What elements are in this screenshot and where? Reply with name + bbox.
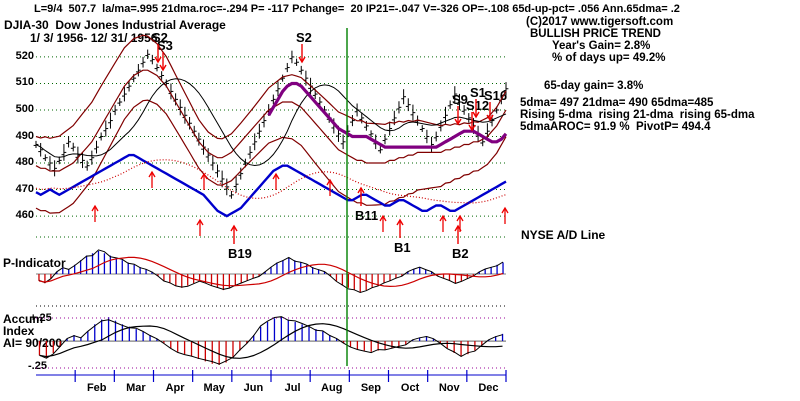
signal-label-s1: S1 — [470, 85, 486, 100]
price-tick-460: 460 — [15, 209, 34, 222]
price-tick-470: 470 — [15, 182, 34, 195]
signal-label-s2: S2 — [152, 30, 168, 45]
month-label-oct: Oct — [400, 382, 420, 394]
month-label-dec: Dec — [478, 382, 499, 394]
info-panel: (C)2017 www.tigersoft.com BULLISH PRICE … — [512, 16, 800, 64]
symbol-title: DJIA-30 Dow Jones Industrial Average — [4, 18, 226, 32]
month-label-nov: Nov — [438, 382, 460, 394]
ad-line-label: NYSE A/D Line — [521, 228, 606, 242]
header-stats-line: L=9/4 507.7 la/ma=.995 21dma.roc=-.294 P… — [34, 3, 680, 15]
copyright-text: (C)2017 www.tigersoft.com — [526, 16, 674, 28]
month-label-feb: Feb — [86, 382, 107, 394]
aroc-pivot: 5dmaAROC= 91.9 % PivotP= 494.4 — [520, 121, 711, 133]
price-tick-480: 480 — [15, 156, 34, 169]
dma-values: 5dma= 497 21dma= 490 65dma=485 — [520, 97, 714, 109]
month-label-may: May — [203, 382, 225, 394]
index-label: Index — [3, 324, 35, 338]
month-label-jun: Jun — [243, 382, 264, 394]
accum-label: Accum — [3, 312, 44, 326]
price-tick-520: 520 — [15, 49, 34, 62]
month-label-mar: Mar — [126, 382, 146, 394]
trend-status: BULLISH PRICE TREND — [530, 28, 661, 40]
month-label-aug: Aug — [321, 382, 343, 394]
pct-days-up: % of days up= 49.2% — [552, 52, 666, 64]
signal-label-b1: B1 — [394, 240, 411, 255]
signal-label-s12: S12 — [466, 98, 490, 113]
accum-bottom-tick: -.25 — [28, 360, 47, 372]
signal-label-b19: B19 — [228, 246, 252, 261]
p-indicator-label: P-Indicator — [3, 256, 66, 270]
signal-label-s2: S2 — [296, 30, 312, 45]
signal-label-b2: B2 — [452, 246, 469, 261]
gain-65day: 65-day gain= 3.8% — [544, 80, 644, 92]
rising-dma-status: Rising 5-dma rising 21-dma rising 65-dma — [520, 109, 755, 121]
price-tick-490: 490 — [15, 129, 34, 142]
date-range: 1/ 3/ 1956- 12/ 31/ 1956 — [30, 31, 158, 45]
month-label-jul: Jul — [284, 382, 301, 394]
signal-label-b11: B11 — [355, 208, 379, 223]
month-label-apr: Apr — [165, 382, 185, 394]
years-gain: Year's Gain= 2.8% — [552, 40, 651, 52]
info-panel-secondary: 65-day gain= 3.8% 5dma= 497 21dma= 490 6… — [512, 80, 800, 133]
month-label-sep: Sep — [360, 382, 381, 394]
price-tick-500: 500 — [15, 102, 34, 115]
price-tick-510: 510 — [15, 76, 34, 89]
